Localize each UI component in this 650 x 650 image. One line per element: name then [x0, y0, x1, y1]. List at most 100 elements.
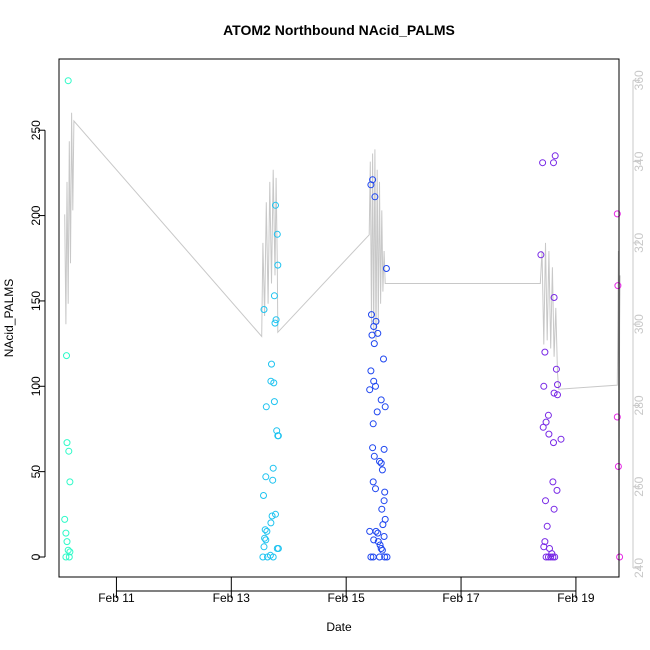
scatter-point: [550, 505, 558, 513]
scatter-point: [268, 360, 275, 368]
scatter-point: [539, 423, 547, 431]
y2-tick-label: 340: [632, 151, 646, 171]
scatter-point: [274, 545, 282, 552]
scatter-point: [367, 367, 375, 375]
chart-title: ATOM2 Northbound NAcid_PALMS: [223, 22, 455, 38]
scatter-point: [380, 497, 388, 505]
scatter-point: [381, 553, 389, 561]
scatter-point: [542, 418, 550, 426]
scatter-point: [552, 365, 560, 373]
y-tick-label: 150: [29, 291, 43, 311]
y-tick-label: 200: [29, 205, 43, 225]
scatter-point: [372, 382, 379, 390]
y-axis-label: NAcid_PALMS: [2, 279, 16, 357]
scatter-point: [377, 459, 385, 467]
scatter-point: [551, 553, 559, 561]
scatter-point: [260, 306, 268, 313]
y-axis-ticks: 0 50 100 150 200 250: [29, 120, 45, 560]
scatter-point: [372, 527, 380, 535]
scatter-point: [381, 403, 389, 411]
scatter-point: [614, 282, 622, 290]
scatter-point: [370, 452, 378, 460]
scatter-point: [542, 497, 549, 505]
scatter-point: [550, 439, 557, 447]
scatter-point: [260, 543, 268, 551]
y-tick-label: 250: [29, 120, 43, 140]
scatter-point: [376, 457, 383, 465]
scatter-point: [613, 413, 621, 421]
scatter-point: [549, 478, 557, 486]
scatter-point: [259, 553, 267, 561]
scatter-point: [269, 476, 277, 484]
scatter-point: [553, 486, 561, 494]
scatter-point: [366, 386, 374, 394]
scatter-point: [541, 538, 549, 546]
scatter-point: [550, 159, 557, 167]
scatter-point: [272, 201, 279, 209]
scatter-point: [541, 348, 549, 356]
scatter-point: [380, 355, 387, 363]
scatter-point: [63, 538, 71, 546]
x-tick-label: Feb 15: [327, 591, 365, 605]
y2-axis-ticks: 240 260 280 300 320 340 360: [632, 70, 646, 578]
scatter-point: [380, 445, 388, 453]
scatter-point: [372, 485, 379, 493]
scatter-point: [272, 510, 279, 518]
scatter-point: [65, 447, 73, 455]
scatter-point: [380, 533, 388, 540]
scatter-point: [540, 382, 548, 390]
scatter-point: [537, 251, 545, 259]
scatter-point: [270, 292, 278, 300]
scatter-point: [370, 340, 378, 348]
scatter-point: [66, 548, 74, 556]
scatter-point: [543, 522, 551, 530]
scatter-point: [274, 261, 282, 269]
scatter-point: [261, 534, 269, 542]
scatter-point: [370, 536, 378, 544]
scatter-point: [271, 319, 279, 327]
scatter-point: [62, 553, 70, 561]
scatter-point: [64, 77, 72, 85]
scatter-point: [557, 435, 565, 443]
scatter-point: [369, 176, 377, 184]
scatter-point: [374, 529, 382, 537]
scatter-point: [551, 152, 559, 160]
scatter-point: [379, 521, 387, 529]
x-tick-label: Feb 11: [98, 591, 135, 605]
x-tick-label: Feb 19: [557, 591, 595, 605]
scatter-point: [382, 265, 390, 272]
scatter-point: [378, 466, 386, 474]
scatter-point: [269, 464, 277, 472]
scatter-point: [377, 545, 385, 552]
scatter-point: [614, 463, 622, 470]
scatter-point: [378, 505, 386, 513]
x-axis-ticks: Feb 11 Feb 13 Feb 15 Feb 17 Feb 19: [98, 577, 595, 605]
x-axis-label: Date: [326, 620, 352, 634]
scatter-point: [63, 352, 70, 360]
scatter-point: [61, 515, 69, 523]
scatter-point: [542, 553, 550, 561]
scatter-point: [554, 381, 561, 389]
scatter-point: [65, 553, 73, 561]
y2-tick-label: 240: [632, 558, 646, 578]
scatter-point: [268, 512, 276, 520]
scatter-point: [370, 323, 378, 330]
scatter-point: [262, 536, 270, 544]
scatter-point: [62, 529, 70, 537]
scatter-point: [267, 519, 275, 527]
scatter-point: [369, 420, 377, 428]
y2-tick-label: 280: [632, 395, 646, 415]
scatter-point: [616, 553, 624, 561]
y-tick-label: 100: [29, 376, 43, 396]
y2-tick-label: 360: [632, 70, 646, 90]
scatter-point: [613, 210, 621, 218]
scatter-point: [269, 553, 277, 561]
scatter-point: [544, 411, 552, 419]
plot-frame: [58, 58, 620, 578]
scatter-point: [368, 331, 376, 339]
scatter-point: [371, 193, 379, 201]
y-tick-label: 0: [29, 553, 43, 560]
scatter-point: [377, 396, 385, 404]
scatter-point: [545, 430, 553, 438]
scatter-point: [369, 444, 377, 452]
